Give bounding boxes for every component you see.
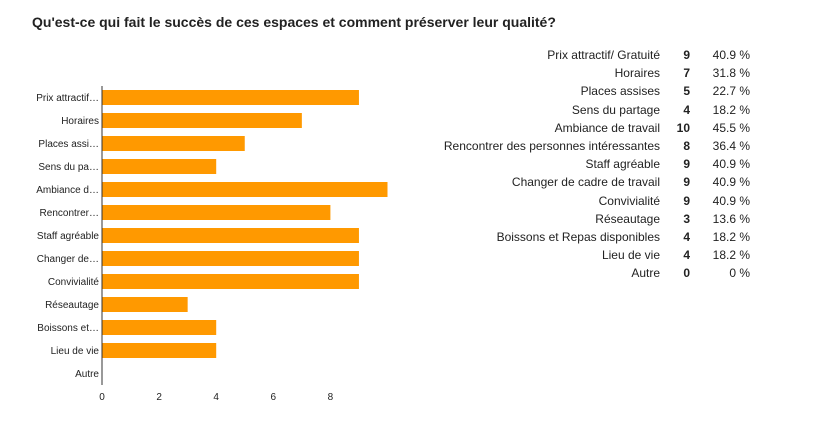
- summary-percent: 40.9 %: [712, 193, 750, 208]
- summary-row: Ambiance de travail 10 45.5 %: [400, 119, 750, 137]
- bar: [102, 343, 217, 358]
- summary-row: Horaires 7 31.8 %: [400, 64, 750, 82]
- summary-count: 4: [683, 230, 690, 245]
- bar: [102, 182, 388, 197]
- summary-percent: 18.2 %: [712, 230, 750, 245]
- summary-row: Réseautage 3 13.6 %: [400, 210, 750, 228]
- category-label: Places assi…: [38, 139, 99, 150]
- summary-label: Staff agréable: [585, 157, 660, 172]
- summary-label: Rencontrer des personnes intéressantes: [443, 139, 660, 154]
- summary-row: Sens du partage 4 18.2 %: [400, 101, 750, 119]
- summary-label: Sens du partage: [571, 102, 660, 117]
- summary-row: Staff agréable 9 40.9 %: [400, 155, 750, 173]
- summary-label: Changer de cadre de travail: [511, 175, 660, 190]
- x-tick-label: 4: [213, 392, 219, 403]
- summary-table: Prix attractif/ Gratuité 9 40.9 % Horaires 7…: [400, 46, 750, 283]
- summary-label: Ambiance de travail: [554, 120, 660, 135]
- category-label: Sens du pa…: [38, 162, 99, 173]
- summary-count: 8: [683, 139, 690, 154]
- summary-label: Réseautage: [595, 211, 660, 226]
- summary-row: Convivialité 9 40.9 %: [400, 192, 750, 210]
- category-label: Autre: [75, 369, 99, 380]
- summary-row: Lieu de vie 4 18.2 %: [400, 246, 750, 264]
- summary-count: 7: [683, 66, 690, 81]
- category-label: Convivialité: [48, 277, 100, 288]
- summary-percent: 40.9 %: [712, 175, 750, 190]
- category-label: Prix attractif…: [36, 93, 99, 104]
- summary-count: 3: [683, 211, 690, 226]
- page-title: Qu'est-ce qui fait le succès de ces espa…: [32, 14, 556, 30]
- summary-percent: 13.6 %: [712, 211, 750, 226]
- category-label: Réseautage: [45, 300, 99, 311]
- summary-label: Autre: [631, 266, 660, 281]
- bar: [102, 136, 245, 151]
- summary-count: 4: [683, 102, 690, 117]
- category-label: Ambiance d…: [36, 185, 99, 196]
- summary-row: Rencontrer des personnes intéressantes 8 3…: [400, 137, 750, 155]
- summary-label: Prix attractif/ Gratuité: [547, 48, 660, 62]
- summary-count: 4: [683, 248, 690, 263]
- summary-percent: 40.9 %: [712, 48, 750, 62]
- category-label: Lieu de vie: [51, 346, 100, 357]
- summary-count: 9: [683, 157, 690, 172]
- bar: [102, 205, 331, 220]
- category-label: Changer de…: [37, 254, 99, 265]
- summary-percent: 22.7 %: [712, 84, 750, 99]
- summary-row: Changer de cadre de travail 9 40.9 %: [400, 173, 750, 191]
- summary-row: Autre 0 0 %: [400, 264, 750, 282]
- category-label: Rencontrer…: [40, 208, 99, 219]
- summary-percent: 0 %: [729, 266, 750, 281]
- bar: [102, 159, 217, 174]
- category-label: Staff agréable: [37, 231, 100, 242]
- summary-count: 9: [683, 48, 690, 62]
- summary-label: Horaires: [614, 66, 660, 81]
- summary-count: 9: [683, 175, 690, 190]
- x-tick-label: 2: [156, 392, 162, 403]
- summary-row: Places assises 5 22.7 %: [400, 82, 750, 100]
- summary-percent: 18.2 %: [712, 102, 750, 117]
- bar: [102, 228, 359, 243]
- summary-count: 0: [683, 266, 690, 281]
- x-tick-label: 0: [99, 392, 105, 403]
- bar: [102, 274, 359, 289]
- summary-label: Convivialité: [598, 193, 660, 208]
- x-tick-label: 6: [271, 392, 277, 403]
- bar: [102, 297, 188, 312]
- bar: [102, 90, 359, 105]
- summary-count: 10: [676, 120, 690, 135]
- summary-percent: 40.9 %: [712, 157, 750, 172]
- summary-row: Prix attractif/ Gratuité 9 40.9 %: [400, 46, 750, 64]
- summary-count: 9: [683, 193, 690, 208]
- summary-row: Boissons et Repas disponibles 4 18.2 %: [400, 228, 750, 246]
- summary-percent: 18.2 %: [712, 248, 750, 263]
- summary-label: Places assises: [580, 84, 660, 99]
- category-label: Boissons et…: [37, 323, 99, 334]
- summary-percent: 36.4 %: [712, 139, 750, 154]
- bar: [102, 251, 359, 266]
- summary-percent: 31.8 %: [712, 66, 750, 81]
- bar: [102, 113, 302, 128]
- summary-label: Lieu de vie: [601, 248, 660, 263]
- summary-label: Boissons et Repas disponibles: [496, 230, 660, 245]
- x-tick-label: 8: [328, 392, 334, 403]
- summary-count: 5: [683, 84, 690, 99]
- category-label: Horaires: [61, 116, 99, 127]
- bar: [102, 320, 217, 335]
- summary-percent: 45.5 %: [712, 120, 750, 135]
